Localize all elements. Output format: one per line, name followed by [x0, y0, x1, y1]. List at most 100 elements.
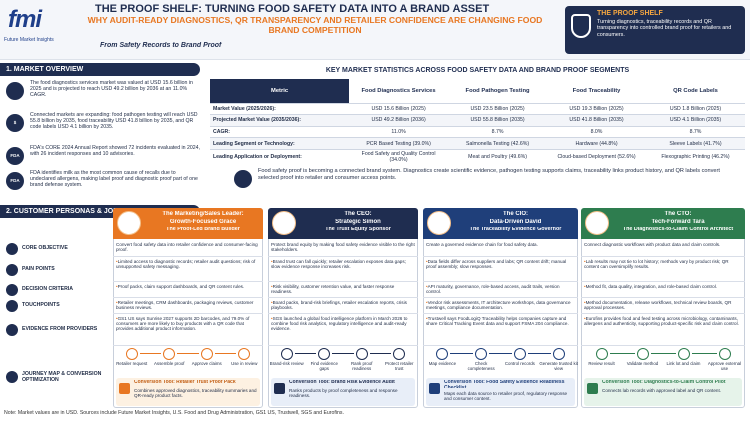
- overview-icon: [6, 172, 24, 190]
- tool-title: Conversion Tool: Retailer Trust Proof Pa…: [134, 380, 236, 385]
- persona-avatar: [117, 211, 141, 235]
- tool-icon: [429, 383, 440, 394]
- journey-step: Map evidence: [428, 361, 457, 366]
- journey-arrow: [609, 353, 635, 355]
- persona-role: The CEO:: [344, 211, 372, 217]
- table-cell: USD 49.2 Billion (2036): [349, 114, 449, 127]
- journey-step: Protect retailer trust: [384, 361, 414, 372]
- persona-evidence: Trustwell says FoodLogiQ Traceability he…: [423, 314, 578, 346]
- callout-title: THE PROOF SHELF: [597, 10, 663, 17]
- persona-objective: Connect diagnostic workflows with produc…: [581, 240, 745, 257]
- row-label: EVIDENCE FROM PROVIDERS: [22, 326, 98, 332]
- journey-step: Assemble proof: [153, 361, 185, 366]
- footer-note: Note: Market values are in USD. Sources …: [4, 410, 344, 416]
- journey-icon: [552, 348, 565, 360]
- row-label: TOUCHPOINTS: [22, 302, 60, 308]
- overview-icon-label: FDA: [10, 178, 20, 183]
- tool-title: Conversion Tool: Diagnostics-to-Claim Co…: [602, 380, 726, 385]
- journey-step: Retailer request: [116, 361, 148, 366]
- table-cell: 11.0%: [349, 126, 449, 139]
- journey-step: Review result: [588, 361, 615, 366]
- persona-objective: Convert food safety data into retailer c…: [113, 240, 263, 257]
- persona-objective: Protect brand equity by making food safe…: [268, 240, 418, 257]
- overview-icon-label: FDA: [10, 153, 20, 158]
- persona-evidence: SGS launched a global food intelligence …: [268, 314, 418, 346]
- row-label: DECISION CRITERIA: [22, 286, 74, 292]
- journey-step: Find evidence gaps: [310, 361, 338, 372]
- table-header-cell: Food Diagnostics Services: [349, 79, 449, 104]
- row-label: CORE OBJECTIVE: [22, 244, 68, 251]
- table-cell: PCR Based Testing (39.0%): [349, 137, 449, 150]
- journey-icon: [636, 348, 649, 360]
- tool-text: Connects lab records with approved label…: [602, 388, 721, 393]
- journey-arrow: [527, 353, 551, 355]
- tool-title: Conversion Tool: Food Safety Evidence Re…: [444, 380, 565, 388]
- table-cell: 8.7%: [646, 126, 745, 139]
- table-row: Market Value (2025/2026): USD 15.6 Billio…: [210, 103, 745, 116]
- persona-decision-criteria: API maturity, governance, role-based acc…: [423, 282, 578, 298]
- row-label: PAIN POINTS: [22, 265, 55, 272]
- table-row: CAGR: 11.0% 8.7% 8.0% 8.7%: [210, 126, 745, 139]
- row-label-icon: [6, 324, 18, 336]
- persona-name: Growth-Focused Grace: [169, 219, 237, 225]
- journey-step: Rank proof readiness: [351, 361, 373, 372]
- note-icon: [234, 170, 252, 188]
- journey-step: Approve external use: [707, 361, 742, 372]
- persona-decision-criteria: Method fit, data quality, integration, a…: [581, 282, 745, 298]
- row-label-icon: [6, 371, 18, 383]
- persona-pain-points: Limited access to diagnostic records; re…: [113, 257, 263, 282]
- table-cell: Projected Market Value (2035/2036):: [210, 114, 350, 127]
- journey-icon: [280, 348, 293, 360]
- tool-text: Maps each data source to retailer proof,…: [444, 391, 568, 402]
- stats-note: Food safety proof is becoming a connecte…: [258, 168, 720, 181]
- row-label-icon: [6, 284, 18, 296]
- overview-icon-label: $: [13, 120, 17, 125]
- journey-arrow: [177, 353, 199, 355]
- journey-step: Brand-risk review: [269, 361, 304, 366]
- table-cell: Salmonella Testing (42.6%): [448, 137, 548, 150]
- row-label-icon: [6, 263, 18, 276]
- subtitle: WHY AUDIT-READY DIAGNOSTICS, QR TRANSPAR…: [87, 16, 543, 35]
- tool-icon: [274, 383, 285, 394]
- journey-icon: [436, 348, 449, 360]
- callout: THE PROOF SHELF Turning diagnostics, trac…: [565, 6, 745, 54]
- section-heading: 1. MARKET OVERVIEW: [0, 63, 200, 76]
- persona-role: The CIO:: [503, 211, 528, 217]
- journey-icon: [595, 348, 608, 360]
- table-cell: USD 23.5 Billion (2025): [448, 103, 548, 116]
- persona-pain-points: Lab results may not tie to lot history; …: [581, 257, 745, 282]
- persona-objective: Create a governed evidence chain for foo…: [423, 240, 578, 257]
- table-header-row: Metric Food Diagnostics Services Food Path…: [210, 79, 745, 104]
- table-cell: Flexographic Printing (46.2%): [646, 149, 745, 165]
- tool-text: Ranks products by proof completeness and…: [289, 388, 398, 399]
- persona-archetype: The Diagnostics-to-Claim Control Archite…: [622, 227, 734, 232]
- table-row: Leading Application or Deployment: Food S…: [210, 149, 745, 165]
- persona-archetype: The Proof-Led Brand Builder: [166, 227, 240, 232]
- table-header-cell: Food Traceability: [547, 79, 646, 104]
- journey-icon: [513, 348, 526, 360]
- table-cell: Sleeve Labels (41.7%): [646, 137, 745, 150]
- persona-role: The CTO:: [664, 211, 692, 217]
- table-cell: Meat and Poultry (49.6%): [448, 149, 548, 165]
- tool-icon: [587, 383, 598, 394]
- persona-touchpoints: Retailer meetings, CRM dashboards, packa…: [113, 298, 263, 314]
- journey-step: Use in review: [231, 361, 258, 366]
- table-cell: Leading Segment or Technology:: [210, 137, 350, 150]
- table-cell: USD 55.8 Billion (2035): [448, 114, 548, 127]
- journey-icon: [355, 348, 368, 360]
- tagline: From Safety Records to Brand Proof: [100, 42, 222, 49]
- journey-icon: [200, 348, 213, 360]
- overview-item: FDA's CORE 2024 Annual Report showed 72 …: [30, 145, 200, 158]
- table-cell: Leading Application or Deployment:: [210, 149, 350, 165]
- row-label-icon: [6, 242, 18, 255]
- overview-icon: [6, 114, 24, 132]
- persona-avatar: [272, 211, 296, 235]
- tool-title: Conversion Tool: Brand Risk Evidence Aud…: [289, 380, 395, 385]
- journey-step: Check completeness: [467, 361, 495, 372]
- stats-title: KEY MARKET STATISTICS ACROSS FOOD SAFETY…: [325, 67, 630, 74]
- table-cell: USD 15.6 Billion (2025): [349, 103, 449, 116]
- callout-icon: [571, 14, 591, 38]
- tool-icon: [119, 383, 130, 394]
- overview-item: FDA identifies milk as the most common c…: [30, 170, 198, 189]
- persona-pain-points: Brand trust can fall quickly; retailer e…: [268, 257, 418, 282]
